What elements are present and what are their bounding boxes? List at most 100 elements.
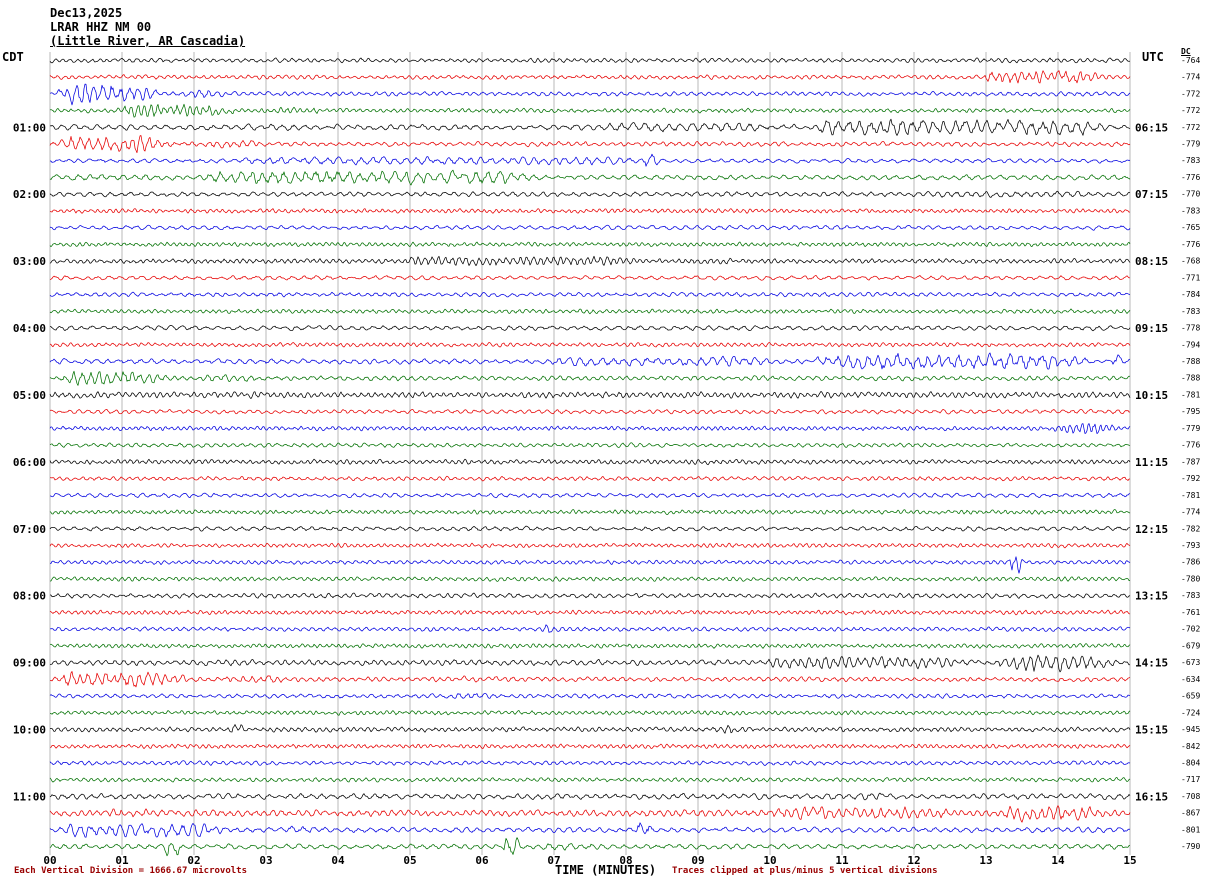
dc-offset-value: -867 [1181, 809, 1200, 818]
title-location: (Little River, AR Cascadia) [50, 34, 246, 48]
cdt-hour-label: 05:00 [13, 389, 46, 402]
seismic-trace [49, 776, 1131, 783]
minute-tick-label: 07 [547, 854, 560, 867]
seismic-trace [49, 692, 1131, 699]
dc-offset-value: -772 [1181, 123, 1200, 132]
utc-hour-label: 16:15 [1135, 790, 1168, 803]
minute-tick-label: 02 [187, 854, 200, 867]
seismic-trace [49, 792, 1131, 801]
seismic-trace [49, 592, 1131, 599]
minute-tick-label: 13 [979, 854, 992, 867]
dc-offset-value: -776 [1181, 240, 1200, 249]
seismic-trace [49, 423, 1131, 434]
utc-hour-label: 12:15 [1135, 523, 1168, 536]
seismic-trace [49, 837, 1131, 857]
dc-offset-value: -778 [1181, 324, 1200, 333]
dc-offset-value: -788 [1181, 374, 1200, 383]
dc-offset-value: -772 [1181, 89, 1200, 98]
seismic-trace [49, 822, 1131, 838]
seismic-trace [49, 654, 1130, 673]
seismic-trace [49, 342, 1131, 348]
x-axis-title: TIME (MINUTES) [555, 863, 657, 877]
seismic-trace [49, 291, 1131, 298]
cdt-hour-label: 02:00 [13, 188, 46, 201]
dc-offset-value: -780 [1181, 574, 1200, 583]
dc-offset-value: -786 [1181, 558, 1200, 567]
seismic-trace [49, 609, 1131, 616]
seismic-trace [49, 255, 1131, 267]
title-date: Dec13,2025 [50, 6, 123, 20]
minute-tick-label: 12 [907, 854, 920, 867]
utc-hour-label: 07:15 [1135, 188, 1168, 201]
seismic-trace [49, 408, 1131, 415]
dc-offset-value: -783 [1181, 156, 1200, 165]
cdt-hour-label: 03:00 [13, 255, 46, 268]
utc-hour-label: 15:15 [1135, 724, 1168, 737]
seismic-trace [49, 308, 1131, 315]
cdt-hour-label: 07:00 [13, 523, 46, 536]
seismic-trace [49, 153, 1131, 167]
seismic-trace [49, 57, 1130, 64]
minute-tick-label: 10 [763, 854, 776, 867]
cdt-hour-label: 09:00 [13, 657, 46, 670]
minute-tick-label: 05 [403, 854, 416, 867]
dc-offset-value: -761 [1181, 608, 1200, 617]
dc-offset-value: -634 [1181, 675, 1200, 684]
clip-note: Traces clipped at plus/minus 5 vertical … [672, 866, 938, 876]
dc-offset-value: -945 [1181, 725, 1200, 734]
cdt-hour-label: 10:00 [13, 724, 46, 737]
dc-offset-value: -679 [1181, 641, 1200, 650]
utc-hour-label: 10:15 [1135, 389, 1168, 402]
dc-offset-value: -788 [1181, 357, 1200, 366]
seismic-trace [49, 352, 1131, 370]
minute-tick-label: 00 [43, 854, 56, 867]
dc-offset-value: -842 [1181, 742, 1200, 751]
dc-offset-value: -787 [1181, 457, 1200, 466]
dc-offset-value: -804 [1181, 758, 1200, 767]
dc-offset-value: -781 [1181, 390, 1200, 399]
dc-offset-value: -784 [1181, 290, 1200, 299]
seismic-trace [50, 492, 1131, 499]
seismic-trace [49, 624, 1131, 633]
dc-offset-value: -765 [1181, 223, 1200, 232]
seismic-trace [49, 542, 1131, 549]
left-timezone-header: CDT [2, 50, 24, 64]
seismic-trace [49, 458, 1131, 466]
dc-offset-value: -717 [1181, 775, 1200, 784]
utc-hour-label: 14:15 [1135, 657, 1168, 670]
dc-offset-value: -779 [1181, 140, 1200, 149]
seismic-trace [49, 743, 1131, 749]
utc-hour-label: 09:15 [1135, 322, 1168, 335]
seismic-trace [49, 241, 1131, 248]
minute-tick-label: 09 [691, 854, 704, 867]
cdt-hour-label: 04:00 [13, 322, 46, 335]
minute-tick-label: 15 [1123, 854, 1136, 867]
dc-offset-value: -708 [1181, 792, 1200, 801]
dc-offset-value: -779 [1181, 424, 1200, 433]
minute-tick-label: 11 [835, 854, 849, 867]
dc-offset-value: -724 [1181, 708, 1200, 717]
dc-offset-value: -801 [1181, 825, 1200, 834]
seismic-trace [49, 475, 1131, 482]
dc-offset-value: -771 [1181, 273, 1200, 282]
dc-offset-value: -776 [1181, 173, 1200, 182]
dc-offset-value: -783 [1181, 591, 1200, 600]
vertical-division-scale-note: Each Vertical Division = 1666.67 microvo… [14, 866, 247, 876]
minute-tick-label: 08 [619, 854, 632, 867]
utc-hour-label: 06:15 [1135, 121, 1168, 134]
utc-hour-label: 11:15 [1135, 456, 1168, 469]
seismic-trace [50, 671, 1131, 688]
dc-offset-value: -774 [1181, 73, 1200, 82]
cdt-hour-label: 11:00 [13, 790, 46, 803]
dc-offset-value: -794 [1181, 340, 1200, 349]
minute-tick-label: 03 [259, 854, 272, 867]
seismic-trace [49, 70, 1131, 84]
minute-tick-label: 14 [1051, 854, 1065, 867]
utc-hour-label: 08:15 [1135, 255, 1168, 268]
seismic-trace [49, 190, 1131, 198]
cdt-hour-label: 01:00 [13, 121, 46, 134]
dc-offset-value: -793 [1181, 541, 1200, 550]
seismic-trace [49, 370, 1131, 386]
utc-hour-label: 13:15 [1135, 590, 1168, 603]
dc-offset-value: -772 [1181, 106, 1200, 115]
